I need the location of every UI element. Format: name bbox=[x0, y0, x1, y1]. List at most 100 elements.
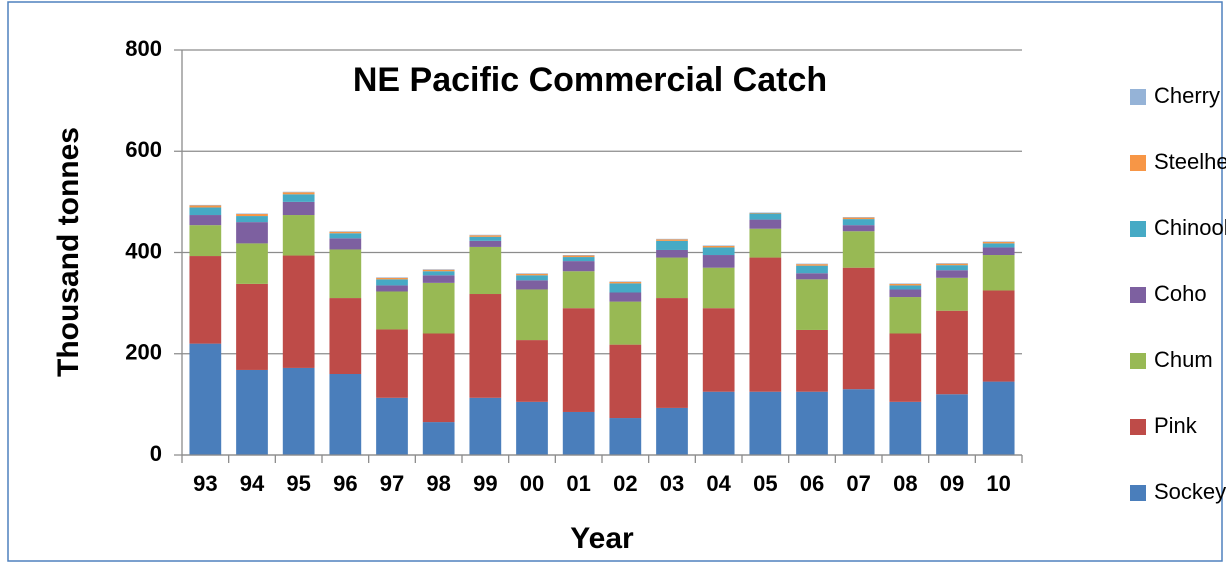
bar-segment bbox=[469, 246, 502, 295]
bar-segment bbox=[936, 394, 968, 455]
bar-segment bbox=[936, 270, 968, 278]
bar-segment bbox=[656, 298, 688, 408]
bar-segment bbox=[842, 389, 875, 455]
bar-segment bbox=[282, 215, 315, 256]
bar-segment bbox=[702, 245, 735, 246]
legend-label: Cherry bbox=[1154, 83, 1220, 108]
bar-segment bbox=[749, 391, 782, 455]
bar-segment bbox=[189, 256, 222, 344]
bar-segment bbox=[749, 212, 782, 214]
bar-segment bbox=[562, 257, 595, 262]
x-axis-title: Year bbox=[570, 522, 634, 555]
bar-segment bbox=[516, 273, 548, 274]
bar-segment bbox=[376, 279, 408, 286]
bar-segment bbox=[982, 243, 1015, 248]
y-tick-label: 0 bbox=[150, 441, 162, 466]
bar-segment bbox=[609, 344, 642, 419]
bar-segment bbox=[469, 397, 502, 455]
bar-segment bbox=[749, 257, 782, 392]
bar-segment bbox=[609, 281, 642, 284]
bar-segment bbox=[796, 263, 828, 265]
y-tick-label: 200 bbox=[125, 340, 162, 365]
bar-segment bbox=[982, 255, 1015, 291]
bar-segment bbox=[282, 201, 315, 216]
bar-segment bbox=[282, 192, 315, 195]
bar-segment bbox=[236, 213, 268, 215]
bar-segment bbox=[796, 265, 828, 274]
bar-segment bbox=[562, 308, 595, 412]
bar-segment bbox=[702, 247, 735, 256]
bar-segment bbox=[936, 263, 968, 264]
bar-segment bbox=[842, 267, 875, 390]
legend-swatch bbox=[1130, 287, 1146, 303]
bar-segment bbox=[842, 217, 875, 220]
y-tick-label: 400 bbox=[125, 238, 162, 263]
bar-segment bbox=[796, 279, 828, 330]
bar-segment bbox=[749, 219, 782, 229]
bar-segment bbox=[422, 269, 455, 272]
bar-segment bbox=[516, 340, 548, 402]
bar-segment bbox=[189, 205, 222, 208]
bar-segment bbox=[982, 247, 1015, 256]
bar-segment bbox=[516, 280, 548, 290]
bar-segment bbox=[889, 283, 922, 284]
bar-segment bbox=[236, 369, 268, 455]
bar-segment bbox=[422, 282, 455, 334]
legend-label: Chinook bbox=[1154, 215, 1226, 240]
x-tick-label: 07 bbox=[846, 471, 870, 496]
bar-segment bbox=[609, 418, 642, 455]
bar-segment bbox=[889, 289, 922, 298]
bar-segment bbox=[936, 265, 968, 271]
x-tick-label: 04 bbox=[706, 471, 731, 496]
x-tick-label: 09 bbox=[940, 471, 964, 496]
bar-segment bbox=[702, 267, 735, 309]
bar-segment bbox=[422, 333, 455, 423]
bar-segment bbox=[889, 283, 922, 286]
legend-swatch bbox=[1130, 155, 1146, 171]
x-tick-label: 94 bbox=[240, 471, 265, 496]
bar-segment bbox=[329, 233, 362, 239]
bar-segment bbox=[842, 231, 875, 268]
x-tick-label: 03 bbox=[660, 471, 684, 496]
bar-segment bbox=[329, 298, 362, 374]
y-tick-label: 800 bbox=[125, 36, 162, 61]
bar-segment bbox=[376, 291, 408, 330]
bar-segment bbox=[516, 275, 548, 281]
bar-segment bbox=[889, 401, 922, 455]
bar-segment bbox=[842, 217, 875, 218]
legend-label: Coho bbox=[1154, 281, 1207, 306]
bar-segment bbox=[516, 401, 548, 455]
x-tick-label: 06 bbox=[800, 471, 824, 496]
bar-segment bbox=[702, 308, 735, 392]
bar-segment bbox=[236, 243, 268, 284]
bar-segment bbox=[469, 294, 502, 398]
y-axis-title: Thousand tonnes bbox=[52, 127, 85, 377]
x-tick-label: 01 bbox=[566, 471, 590, 496]
bar-segment bbox=[189, 225, 222, 257]
bar-segment bbox=[982, 381, 1015, 455]
bar-segment bbox=[282, 367, 315, 455]
bar-segment bbox=[236, 216, 268, 223]
bar-segment bbox=[609, 301, 642, 345]
bar-segment bbox=[236, 283, 268, 370]
bar-segment bbox=[516, 289, 548, 341]
bar-segment bbox=[609, 281, 642, 282]
bar-segment bbox=[702, 245, 735, 248]
legend-label: Sockeye bbox=[1154, 479, 1226, 504]
bar-segment bbox=[329, 249, 362, 299]
bar-segment bbox=[609, 283, 642, 293]
bar-segment bbox=[236, 222, 268, 244]
bar-segment bbox=[189, 204, 222, 206]
bar-segment bbox=[749, 213, 782, 220]
bar-segment bbox=[702, 255, 735, 268]
bar-segment bbox=[889, 285, 922, 290]
bar-segment bbox=[376, 285, 408, 292]
bar-segment bbox=[469, 236, 502, 241]
bar-segment bbox=[656, 240, 688, 250]
bar-segment bbox=[562, 255, 595, 258]
bar-segment bbox=[936, 310, 968, 395]
bar-segment bbox=[236, 214, 268, 217]
bar-segment bbox=[189, 207, 222, 216]
bar-segment bbox=[656, 407, 688, 455]
bar-segment bbox=[376, 397, 408, 455]
